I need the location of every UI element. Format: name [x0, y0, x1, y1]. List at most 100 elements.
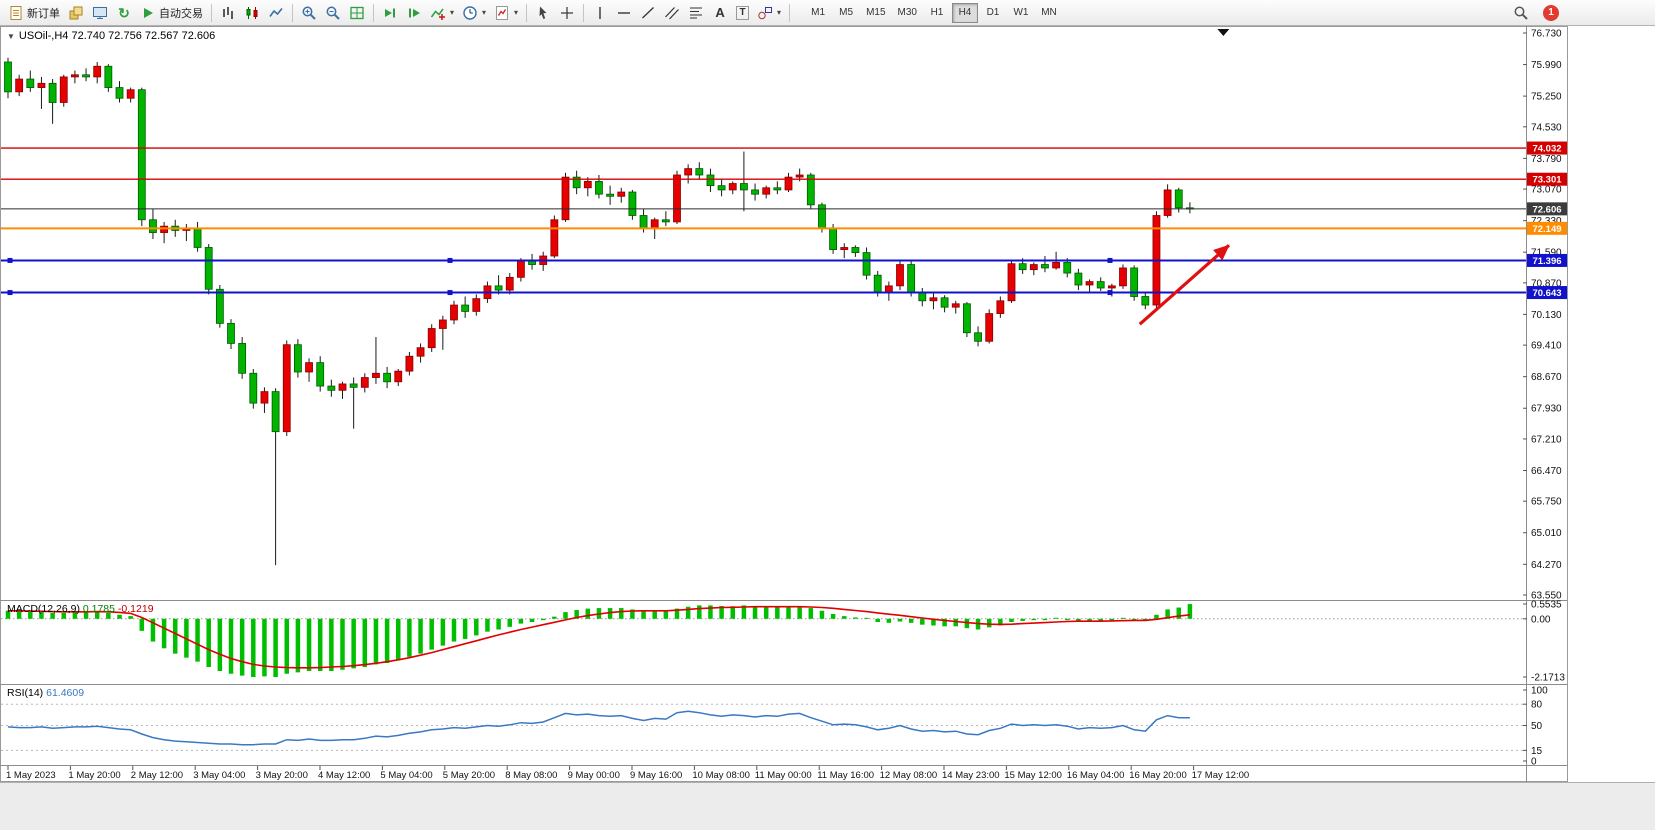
search-button[interactable]: [1509, 2, 1533, 24]
svg-text:75.250: 75.250: [1531, 92, 1562, 103]
text-icon: A: [715, 4, 725, 20]
shapes-button[interactable]: ▾: [753, 2, 785, 24]
toolbar: 新订单 ↻ 自动交易 ▾ ▾ ▾ A T ▾ M1 M5 M15 M30 H1 H4 D1 W1 MN 1: [0, 0, 1655, 26]
timeframe-m15-button[interactable]: M15: [861, 3, 890, 23]
chevron-down-icon: ▾: [450, 8, 455, 17]
horizontal-line-button[interactable]: [612, 2, 636, 24]
svg-text:15 May 12:00: 15 May 12:00: [1004, 770, 1062, 781]
svg-text:-2.1713: -2.1713: [1531, 672, 1565, 683]
text-button[interactable]: A: [708, 2, 732, 24]
svg-text:76.730: 76.730: [1531, 29, 1562, 40]
channel-button[interactable]: [660, 2, 684, 24]
bar-chart-icon: [223, 6, 233, 19]
svg-text:73.070: 73.070: [1531, 185, 1562, 196]
periods-button[interactable]: ▾: [458, 2, 490, 24]
zoom-out-button[interactable]: [321, 2, 345, 24]
crosshair-button[interactable]: [555, 2, 579, 24]
timeframe-d1-button[interactable]: D1: [980, 3, 1006, 23]
macd-histogram: [5, 604, 1193, 677]
svg-text:14 May 23:00: 14 May 23:00: [942, 770, 1000, 781]
label-icon: T: [736, 5, 750, 20]
svg-text:9 May 00:00: 9 May 00:00: [568, 770, 620, 781]
shapes-icon: [758, 6, 773, 19]
search-icon: [1514, 6, 1528, 20]
auto-scroll-button[interactable]: [378, 2, 402, 24]
timeframe-h4-button[interactable]: H4: [951, 2, 978, 23]
svg-text:5 May 20:00: 5 May 20:00: [443, 770, 495, 781]
svg-text:1 May 2023: 1 May 2023: [6, 770, 56, 781]
new-order-button-label: 新订单: [27, 7, 60, 20]
timeframe-toolbar: M1 M5 M15 M30 H1 H4 D1 W1 MN: [804, 0, 1063, 25]
svg-text:11 May 00:00: 11 May 00:00: [755, 770, 812, 781]
refresh-icon: ↻: [118, 4, 130, 21]
svg-text:80: 80: [1531, 700, 1543, 711]
resistance-line-73301[interactable]: 73.301: [1, 172, 1567, 186]
svg-text:3 May 20:00: 3 May 20:00: [256, 770, 308, 781]
candlestick-chart-button[interactable]: [240, 2, 264, 24]
svg-text:1 May 20:00: 1 May 20:00: [68, 770, 120, 781]
svg-text:74.032: 74.032: [1532, 144, 1561, 155]
pivot-line-72149[interactable]: 72.149: [1, 221, 1567, 235]
charts-window-button[interactable]: [64, 2, 88, 24]
svg-text:71.590: 71.590: [1531, 248, 1562, 259]
cursor-button[interactable]: [531, 2, 555, 24]
toolbar-button-group: 新订单 ↻ 自动交易 ▾ ▾ ▾ A T ▾: [4, 0, 794, 25]
support-line-70643[interactable]: 70.643: [1, 286, 1567, 300]
zoom-out-icon: [326, 6, 340, 20]
timeframe-mn-button[interactable]: MN: [1036, 3, 1062, 23]
svg-text:66.470: 66.470: [1531, 466, 1562, 477]
cursor-icon: [539, 6, 547, 19]
market-watch-button[interactable]: [88, 2, 112, 24]
toolbar-separator: [789, 3, 791, 22]
svg-text:3 May 04:00: 3 May 04:00: [193, 770, 245, 781]
tile-windows-button[interactable]: [345, 2, 369, 24]
trend-arrow[interactable]: [1138, 244, 1230, 326]
svg-text:70.130: 70.130: [1531, 310, 1562, 321]
svg-text:100: 100: [1531, 686, 1548, 697]
horizontal-lines: 74.032 73.301 72.606 72.149 71.396 70.643: [1, 141, 1567, 300]
trendline-button[interactable]: [636, 2, 660, 24]
toolbar-separator: [373, 3, 374, 22]
svg-text:50: 50: [1531, 721, 1543, 732]
chart-shift-button[interactable]: [402, 2, 426, 24]
zoom-in-button[interactable]: [297, 2, 321, 24]
timeframe-w1-button[interactable]: W1: [1008, 3, 1034, 23]
templates-button[interactable]: ▾: [490, 2, 522, 24]
svg-text:72.149: 72.149: [1532, 224, 1561, 235]
fibonacci-icon: [690, 7, 703, 18]
svg-text:71.396: 71.396: [1532, 256, 1561, 267]
zoom-in-icon: [302, 6, 316, 20]
timeframe-m5-button[interactable]: M5: [833, 3, 859, 23]
crosshair-icon: [561, 6, 574, 19]
svg-text:67.210: 67.210: [1531, 434, 1562, 445]
bar-chart-button[interactable]: [216, 2, 240, 24]
svg-text:64.270: 64.270: [1531, 560, 1562, 571]
timeframe-h1-button[interactable]: H1: [924, 3, 950, 23]
vertical-line-icon: [599, 6, 601, 19]
price-axis[interactable]: 76.730 75.990 75.250 74.530 73.790 73.070 72.3…: [1523, 29, 1562, 602]
current-price-line[interactable]: 72.606: [1, 202, 1567, 216]
indicators-button[interactable]: ▾: [426, 2, 458, 24]
time-axis[interactable]: 1 May 2023 1 May 20:00 2 May 12:00 3 May 04…: [6, 766, 1249, 781]
support-line-71396[interactable]: 71.396: [1, 253, 1567, 267]
fibonacci-button[interactable]: [684, 2, 708, 24]
resistance-line-74032[interactable]: 74.032: [1, 141, 1567, 155]
label-button[interactable]: T: [732, 2, 753, 24]
line-chart-button[interactable]: [264, 2, 288, 24]
notification-badge[interactable]: 1: [1543, 4, 1559, 21]
vertical-line-button[interactable]: [588, 2, 612, 24]
chart-canvas[interactable]: 76.730 75.990 75.250 74.530 73.790 73.070 72.3…: [0, 26, 1655, 830]
svg-text:0.5535: 0.5535: [1531, 599, 1562, 610]
svg-text:8 May 08:00: 8 May 08:00: [505, 770, 557, 781]
auto-trading-button[interactable]: 自动交易: [136, 2, 207, 24]
svg-text:63.550: 63.550: [1531, 591, 1562, 602]
refresh-button[interactable]: ↻: [112, 2, 136, 24]
toolbar-separator: [211, 3, 212, 22]
new-order-button[interactable]: 新订单: [4, 2, 64, 24]
timeframe-m30-button[interactable]: M30: [893, 3, 922, 23]
tile-windows-icon: [350, 6, 364, 19]
timeframe-m1-button[interactable]: M1: [805, 3, 831, 23]
svg-text:10 May 08:00: 10 May 08:00: [692, 770, 750, 781]
chart-shift-icon: [409, 8, 420, 17]
